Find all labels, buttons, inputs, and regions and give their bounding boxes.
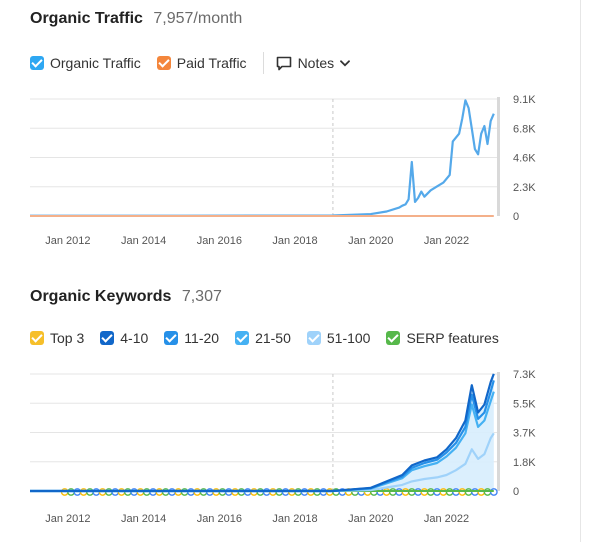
- x-tick-label: Jan 2018: [272, 513, 317, 525]
- traffic-value: 7,957/month: [153, 10, 243, 27]
- checkbox-checked-icon[interactable]: [386, 331, 401, 345]
- legend-label: 4-10: [120, 330, 149, 346]
- y-tick-label: 0: [513, 211, 519, 223]
- checkbox-checked-icon[interactable]: [164, 331, 179, 345]
- keywords-title: Organic Keywords: [30, 288, 172, 305]
- x-tick-label: Jan 2014: [121, 235, 166, 247]
- y-tick-label: 0: [513, 486, 519, 498]
- legend-21-50[interactable]: 21-50: [235, 330, 291, 346]
- keywords-legend: Top 3 4-10 11-20 21-50 51-100 SERP featu…: [30, 330, 515, 346]
- x-tick-label: Jan 2022: [424, 513, 469, 525]
- x-tick-label: Jan 2016: [197, 235, 242, 247]
- series-line-51-100: [30, 432, 495, 493]
- checkbox-checked-icon[interactable]: [235, 331, 250, 345]
- notes-label: Notes: [297, 55, 335, 71]
- legend-separator: [262, 52, 264, 74]
- traffic-header: Organic Traffic 7,957/month: [30, 10, 242, 28]
- keywords-value: 7,307: [181, 288, 222, 305]
- x-tick-label: Jan 2014: [121, 513, 166, 525]
- checkbox-checked-icon[interactable]: [100, 331, 115, 345]
- legend-label: Paid Traffic: [176, 55, 247, 71]
- y-tick-label: 2.3K: [513, 182, 536, 194]
- chevron-down-icon: [340, 59, 351, 66]
- legend-paid-traffic[interactable]: Paid Traffic: [156, 55, 247, 71]
- legend-label: 21-50: [255, 330, 291, 346]
- keywords-area-fill: [30, 373, 494, 491]
- series-line-organic-traffic: [30, 99, 495, 217]
- traffic-legend: Organic Traffic Paid Traffic Notes: [30, 52, 356, 74]
- organic-keywords-chart: 0 1.8K 3.7K 5.5K 7.3K Jan 2012 Jan 2014 Jan 201…: [30, 369, 536, 525]
- legend-label: SERP features: [406, 330, 499, 346]
- checkbox-checked-icon[interactable]: [30, 56, 44, 70]
- x-tick-label: Jan 2012: [45, 235, 90, 247]
- legend-label: Top 3: [50, 330, 85, 346]
- legend-label: Organic Traffic: [50, 55, 141, 71]
- y-tick-label: 6.8K: [513, 123, 536, 135]
- legend-51-100[interactable]: 51-100: [306, 330, 371, 346]
- range-handle: [497, 97, 500, 216]
- legend-label: 11-20: [184, 330, 220, 346]
- x-tick-label: Jan 2020: [348, 513, 393, 525]
- x-tick-label: Jan 2012: [45, 513, 90, 525]
- y-tick-label: 1.8K: [513, 457, 536, 469]
- legend-label: 51-100: [326, 330, 371, 346]
- checkbox-checked-icon[interactable]: [156, 56, 171, 70]
- notes-dropdown[interactable]: Notes: [276, 55, 357, 71]
- range-handle: [497, 372, 500, 491]
- legend-11-20[interactable]: 11-20: [164, 330, 219, 346]
- legend-top-3[interactable]: Top 3: [30, 330, 84, 346]
- panel-divider: [580, 0, 581, 542]
- y-tick-label: 5.5K: [513, 398, 536, 410]
- y-tick-label: 3.7K: [513, 428, 536, 440]
- checkbox-checked-icon[interactable]: [306, 331, 321, 345]
- x-tick-label: Jan 2022: [424, 235, 469, 247]
- legend-serp-features[interactable]: SERP features: [386, 330, 499, 346]
- checkbox-checked-icon[interactable]: [30, 331, 44, 345]
- y-tick-label: 7.3K: [513, 369, 536, 381]
- organic-traffic-panel: Organic Traffic 7,957/month Organic Traf…: [0, 0, 580, 270]
- legend-organic-traffic[interactable]: Organic Traffic: [30, 55, 141, 71]
- organic-keywords-panel: Organic Keywords 7,307 Top 3 4-10 11-20 …: [0, 278, 580, 542]
- y-tick-label: 9.1K: [513, 94, 536, 106]
- x-tick-label: Jan 2020: [348, 235, 393, 247]
- organic-traffic-chart: 0 2.3K 4.6K 6.8K 9.1K Jan 2012 Jan 2014 Jan 201…: [30, 94, 536, 247]
- series-line-4-10: [30, 373, 495, 493]
- x-tick-label: Jan 2016: [197, 513, 242, 525]
- note-icon: [276, 56, 291, 70]
- keywords-header: Organic Keywords 7,307: [30, 288, 222, 306]
- traffic-title: Organic Traffic: [30, 10, 143, 27]
- x-tick-label: Jan 2018: [272, 235, 317, 247]
- y-tick-label: 4.6K: [513, 153, 536, 165]
- legend-4-10[interactable]: 4-10: [100, 330, 148, 346]
